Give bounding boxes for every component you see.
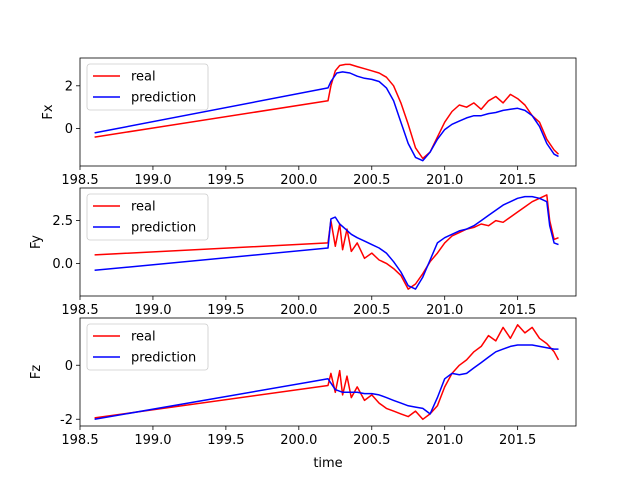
x-tick-label: 201.0 (426, 433, 463, 448)
x-tick-label: 201.0 (426, 303, 463, 318)
x-tick-label: 200.5 (353, 303, 390, 318)
legend-label-real: real (131, 70, 156, 85)
x-tick-label: 200.5 (353, 173, 390, 188)
x-tick-label: 200.0 (280, 303, 317, 318)
x-tick-label: 200.0 (280, 433, 317, 448)
y-tick-label: 0 (65, 359, 73, 374)
series-line-prediction (94, 195, 559, 290)
x-tick-label: 201.5 (499, 303, 536, 318)
axes-frame-1 (79, 57, 577, 167)
x-tick-label: 200.5 (353, 433, 390, 448)
x-tick-label: 198.5 (61, 433, 98, 448)
x-axis-label: time (313, 456, 342, 471)
x-tick-label: 201.5 (499, 173, 536, 188)
legend-label-prediction: prediction (131, 221, 196, 236)
x-tick-label: 200.0 (280, 173, 317, 188)
x-tick-label: 201.0 (426, 173, 463, 188)
x-tick-label: 199.0 (134, 433, 171, 448)
legend-label-real: real (131, 330, 156, 345)
legend-label-prediction: prediction (131, 351, 196, 366)
axes-frame-2 (79, 187, 577, 297)
x-tick-label: 199.5 (207, 303, 244, 318)
axes-frame-3 (79, 317, 577, 427)
x-tick-label: 198.5 (61, 303, 98, 318)
y-tick-label: 2 (65, 79, 73, 94)
x-tick-label: 199.5 (207, 173, 244, 188)
legend-label-prediction: prediction (131, 91, 196, 106)
series-line-prediction (94, 71, 559, 162)
series-line-prediction (94, 344, 559, 421)
y-axis-label: Fy (29, 235, 44, 249)
series-line-real (94, 194, 559, 290)
x-tick-label: 201.5 (499, 433, 536, 448)
y-tick-label: 0.0 (52, 257, 73, 272)
x-tick-label: 199.0 (134, 173, 171, 188)
x-tick-label: 199.5 (207, 433, 244, 448)
y-axis-label: Fz (29, 365, 44, 379)
y-tick-label: 2.5 (52, 214, 73, 229)
y-axis-label: Fx (41, 104, 56, 119)
x-tick-label: 198.5 (61, 173, 98, 188)
y-tick-label: -2 (60, 413, 73, 428)
x-tick-label: 199.0 (134, 303, 171, 318)
y-tick-label: 0 (65, 122, 73, 137)
legend-label-real: real (131, 200, 156, 215)
